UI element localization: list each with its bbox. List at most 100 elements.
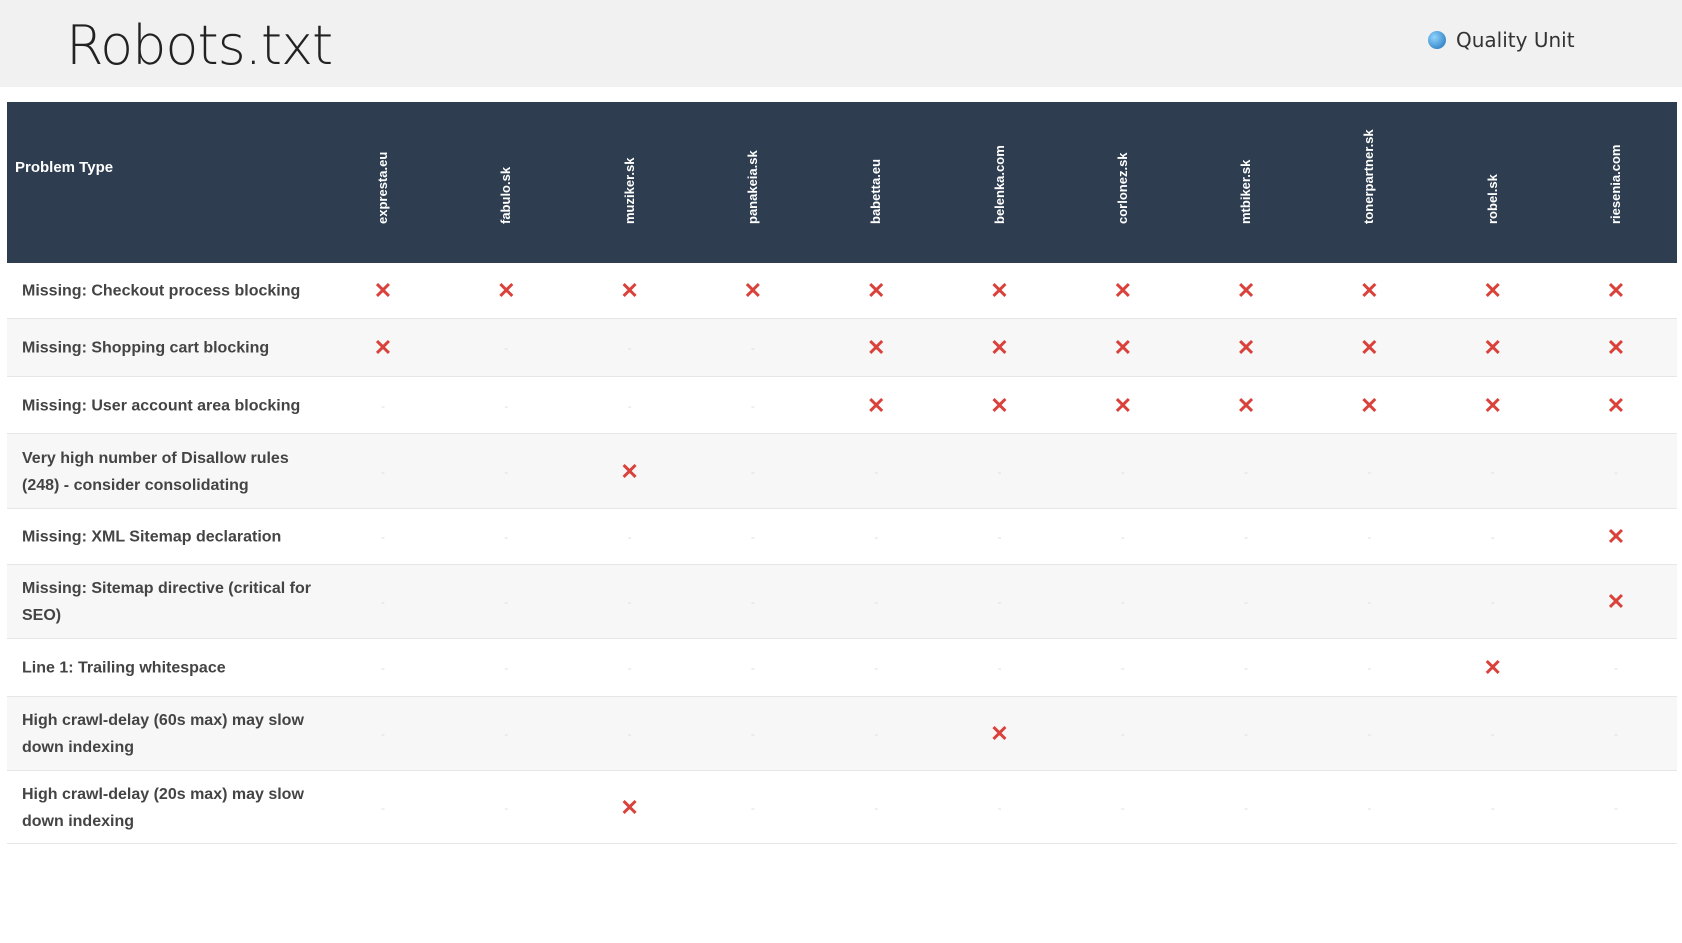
column-header: corlonez.sk <box>1114 152 1130 224</box>
status-cell: - <box>997 661 1002 675</box>
table-row: Line 1: Trailing whitespace - - - - - - - - - ✕ - <box>7 639 1677 697</box>
status-cell: - <box>504 661 509 675</box>
row-label: Missing: Checkout process blocking <box>22 282 301 300</box>
status-cell: - <box>1614 661 1618 675</box>
row-label: High crawl-delay (60s max) may slow down… <box>22 712 304 756</box>
page-title: Robots.txt <box>66 14 333 77</box>
status-cell: - <box>381 398 385 413</box>
status-cell: - <box>504 341 509 355</box>
status-cell: ✕ <box>743 278 763 303</box>
status-cell: ✕ <box>497 278 516 303</box>
status-cell: - <box>874 530 879 544</box>
logo-icon <box>1428 31 1446 49</box>
status-cell: - <box>627 398 632 413</box>
status-cell: ✕ <box>866 278 886 303</box>
status-cell: - <box>1367 595 1372 609</box>
status-cell: ✕ <box>1360 392 1379 418</box>
row-label: Missing: User account area blocking <box>22 397 301 414</box>
status-cell: ✕ <box>1113 278 1133 303</box>
status-cell: ✕ <box>373 335 393 360</box>
column-header: riesenia.com <box>1608 144 1623 225</box>
status-cell: - <box>1120 661 1125 675</box>
row-label: Very high number of Disallow rules (248)… <box>22 449 289 494</box>
table-row: Very high number of Disallow rules (248)… <box>7 434 1677 509</box>
status-cell: - <box>750 341 755 355</box>
column-header: mtbiker.sk <box>1238 159 1254 224</box>
status-cell: - <box>1120 800 1125 815</box>
status-cell: ✕ <box>1483 335 1502 360</box>
status-cell: ✕ <box>990 278 1009 303</box>
status-cell: ✕ <box>1606 524 1626 549</box>
status-cell: - <box>1244 530 1249 544</box>
status-cell: ✕ <box>1483 278 1502 303</box>
status-cell: - <box>874 800 879 815</box>
column-header: tonerpartner.sk <box>1361 129 1377 224</box>
column-header: expresta.eu <box>375 151 390 224</box>
status-cell: - <box>381 661 385 675</box>
status-cell: - <box>750 464 755 479</box>
status-cell: - <box>874 595 879 609</box>
table-row: High crawl-delay (20s max) may slow down… <box>7 771 1677 844</box>
status-cell: - <box>874 661 879 675</box>
column-header: fabulo.sk <box>498 166 514 224</box>
column-header: robel.sk <box>1484 174 1500 224</box>
status-cell: - <box>627 341 632 355</box>
status-cell: - <box>997 595 1002 609</box>
status-cell: - <box>1490 464 1495 479</box>
status-cell: ✕ <box>1113 335 1133 360</box>
status-cell: - <box>1120 595 1125 609</box>
status-cell: - <box>1367 464 1372 479</box>
status-cell: ✕ <box>1606 335 1626 360</box>
row-label: Line 1: Trailing whitespace <box>22 659 226 677</box>
status-cell: ✕ <box>1606 278 1626 303</box>
status-cell: - <box>1367 661 1372 675</box>
row-label: Missing: Shopping cart blocking <box>22 339 270 357</box>
status-cell: - <box>504 595 509 609</box>
status-cell: - <box>1244 464 1249 479</box>
status-cell: - <box>997 530 1002 544</box>
status-cell: - <box>874 464 879 479</box>
status-cell: ✕ <box>1606 589 1626 614</box>
top-bar: Robots.txt Quality Unit <box>0 0 1682 87</box>
status-cell: - <box>1367 530 1372 544</box>
row-label: Missing: XML Sitemap declaration <box>22 528 282 546</box>
status-cell: - <box>997 464 1002 479</box>
row-label: High crawl-delay (20s max) may slow down… <box>22 785 304 830</box>
status-cell: ✕ <box>990 721 1009 746</box>
status-cell: ✕ <box>1113 392 1133 418</box>
status-cell: - <box>874 727 879 741</box>
status-cell: - <box>750 727 755 741</box>
brand-logo: Quality Unit <box>1428 28 1575 52</box>
status-cell: - <box>750 661 755 675</box>
status-cell: - <box>627 661 632 675</box>
status-cell: - <box>1367 800 1372 815</box>
status-cell: ✕ <box>1483 392 1502 418</box>
status-cell: ✕ <box>990 392 1009 418</box>
status-cell: - <box>504 398 509 413</box>
status-cell: - <box>504 464 509 479</box>
table-row: Missing: Sitemap directive (critical for… <box>7 565 1677 639</box>
status-cell: - <box>504 530 509 544</box>
status-cell: - <box>1614 464 1618 479</box>
status-cell: ✕ <box>1606 392 1626 418</box>
status-cell: ✕ <box>1236 335 1256 360</box>
status-cell: ✕ <box>1236 392 1256 418</box>
status-cell: - <box>1244 595 1249 609</box>
table-row: Missing: User account area blocking - - - - ✕… <box>7 377 1677 434</box>
status-cell: - <box>1490 530 1495 544</box>
column-header: panakeia.sk <box>744 150 760 224</box>
status-cell: - <box>381 595 385 609</box>
status-cell: ✕ <box>866 392 886 418</box>
status-cell: - <box>627 595 632 609</box>
status-cell: - <box>750 530 755 544</box>
status-cell: - <box>1120 464 1125 479</box>
status-cell: - <box>1490 800 1495 815</box>
table-header: Problem Type expresta.eu fabulo.sk muziker.… <box>7 102 1677 263</box>
status-cell: - <box>750 800 755 815</box>
header-cell: Problem Type <box>15 159 114 176</box>
status-cell: - <box>1614 800 1618 815</box>
status-cell: - <box>504 800 509 815</box>
status-cell: - <box>627 727 632 741</box>
status-cell: - <box>627 530 632 544</box>
